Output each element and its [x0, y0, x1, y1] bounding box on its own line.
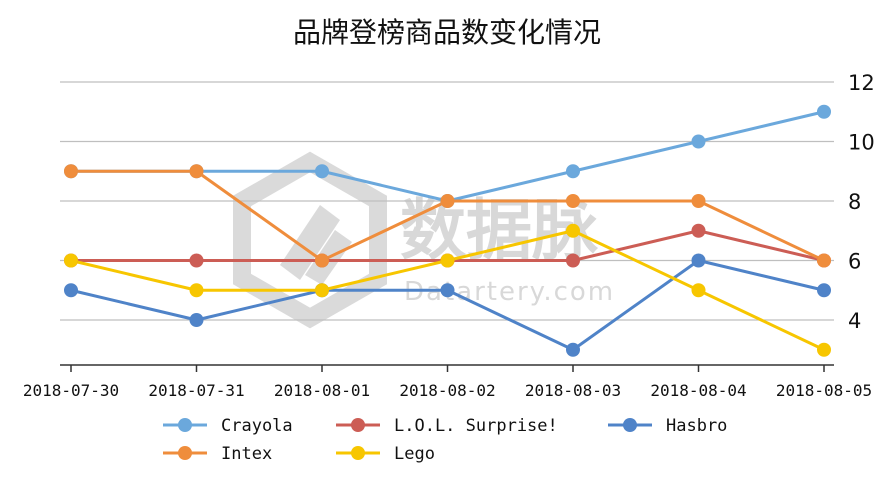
- x-tick-label: 2018-07-31: [148, 381, 244, 400]
- legend-item: L.O.L. Surprise!: [336, 416, 558, 436]
- x-tick-label: 2018-08-02: [399, 381, 495, 400]
- y-tick-label: 6: [848, 250, 861, 274]
- data-point: [440, 283, 455, 298]
- data-point: [64, 164, 78, 179]
- data-point: [315, 253, 329, 268]
- x-tick-label: 2018-07-30: [23, 381, 119, 400]
- x-tick-label: 2018-08-03: [525, 381, 621, 400]
- data-point: [189, 313, 204, 327]
- chart-title: 品牌登榜商品数变化情况: [293, 16, 601, 49]
- legend-item: Intex: [163, 444, 272, 464]
- data-point: [566, 194, 580, 208]
- legend: Crayola L.O.L. Surprise! Hasbro Intex Lego: [163, 416, 727, 464]
- data-point: [817, 104, 831, 119]
- data-point: [189, 283, 204, 298]
- data-point: [189, 253, 204, 268]
- y-tick-label: 4: [848, 309, 861, 333]
- data-point: [566, 342, 580, 357]
- legend-swatch-marker: [178, 446, 192, 460]
- data-point: [315, 283, 329, 298]
- legend-label: Crayola: [221, 416, 293, 436]
- watermark-subtext: Datartery.com: [404, 277, 615, 307]
- data-point: [691, 194, 706, 208]
- legend-label: Intex: [221, 444, 272, 464]
- x-tick-label: 2018-08-05: [776, 381, 872, 400]
- data-point: [691, 134, 706, 149]
- legend-label: Hasbro: [666, 416, 727, 436]
- legend-swatch-marker: [351, 418, 365, 432]
- legend-swatch-marker: [623, 418, 637, 432]
- data-point: [691, 253, 706, 268]
- data-point: [566, 253, 580, 268]
- x-axis-ticks: 2018-07-30 2018-07-31 2018-08-01 2018-08-02…: [23, 381, 872, 400]
- y-axis-ticks: 4 6 8 10 12: [848, 71, 875, 333]
- data-point: [817, 253, 831, 268]
- x-tick-label: 2018-08-04: [650, 381, 746, 400]
- x-tick-label: 2018-08-01: [274, 381, 370, 400]
- legend-swatch-marker: [351, 446, 365, 460]
- data-point: [440, 194, 455, 208]
- legend-item: Hasbro: [608, 416, 727, 436]
- watermark-text: 数据脉: [400, 192, 599, 269]
- legend-item: Lego: [336, 444, 435, 464]
- y-tick-label: 12: [848, 71, 875, 95]
- data-point: [64, 283, 78, 298]
- legend-swatch-marker: [178, 418, 192, 432]
- x-axis: [60, 364, 834, 372]
- data-point: [817, 342, 831, 357]
- data-point: [315, 164, 329, 179]
- data-point: [64, 253, 78, 268]
- data-point: [566, 164, 580, 179]
- series-points: [64, 104, 831, 357]
- legend-item: Crayola: [163, 416, 293, 436]
- series-line-0: [71, 110, 825, 203]
- data-point: [566, 223, 580, 238]
- data-point: [691, 283, 706, 298]
- data-point: [817, 283, 831, 298]
- y-tick-label: 8: [848, 190, 861, 214]
- data-point: [691, 223, 706, 238]
- legend-label: L.O.L. Surprise!: [394, 416, 558, 436]
- y-tick-label: 10: [848, 131, 875, 155]
- legend-label: Lego: [394, 444, 435, 464]
- data-point: [440, 253, 455, 268]
- data-point: [189, 164, 204, 179]
